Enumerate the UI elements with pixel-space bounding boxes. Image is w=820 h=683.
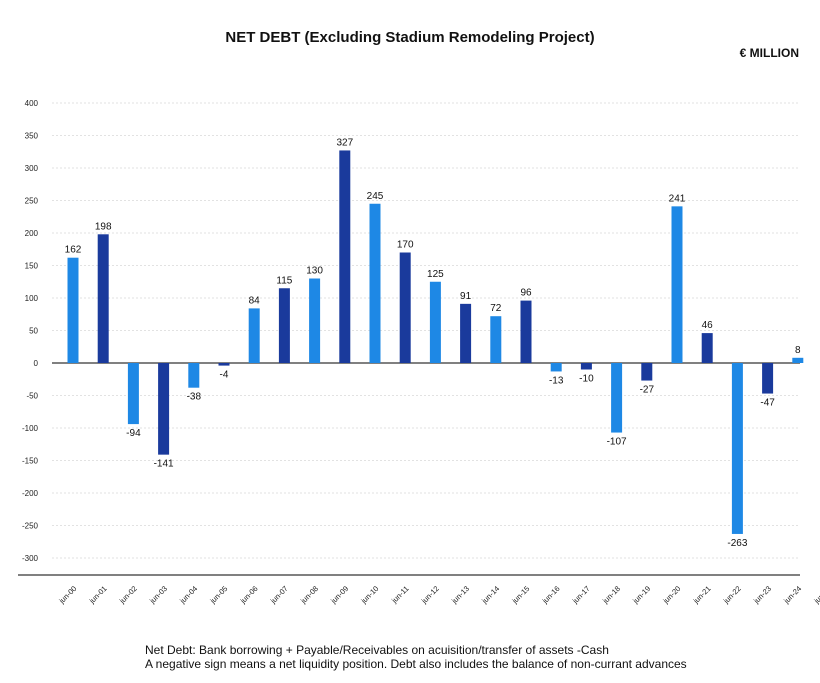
x-tick-label: jun-22 [721,584,743,606]
data-label: 241 [669,193,686,204]
chart-title: NET DEBT (Excluding Stadium Remodeling P… [225,29,595,46]
data-label: -141 [154,459,174,470]
data-label: -10 [579,374,594,385]
x-tick-label: jun-11 [389,584,410,605]
unit-label: € MILLION [739,46,799,60]
data-label: 327 [336,137,353,148]
x-tick-label: jun-19 [630,584,652,606]
data-label: 84 [249,295,261,306]
x-tick-label: jun-18 [600,584,622,606]
data-label: -38 [187,392,202,403]
x-tick-label: jun-04 [177,584,199,606]
bar [127,363,139,425]
bar [611,363,623,433]
x-tick-label: jun-25 [812,584,820,606]
data-label: 72 [490,303,502,314]
bar [158,363,170,455]
data-label: -27 [640,385,655,396]
footnote-definition: Net Debt: Bank borrowing + Payable/Recei… [145,643,609,657]
x-tick-label: jun-03 [147,584,169,606]
bar [792,357,804,363]
bar [701,333,713,363]
x-tick-label: jun-05 [208,584,230,606]
y-tick-label: -200 [22,489,39,498]
y-tick-label: -50 [26,392,38,401]
y-tick-label: 0 [34,359,39,368]
bar [429,281,441,363]
x-tick-label: jun-06 [238,584,260,606]
y-tick-label: -300 [22,554,39,563]
y-tick-label: 400 [25,99,39,108]
bar [399,252,411,363]
data-label: -107 [607,437,627,448]
data-label: 130 [306,266,323,277]
data-label: 8 [795,345,801,356]
data-label: 162 [65,245,82,256]
x-tick-label: jun-21 [691,584,713,606]
data-label: 198 [95,221,112,232]
x-tick-label: jun-02 [117,584,139,606]
x-tick-label: jun-00 [57,584,79,606]
data-label: -94 [126,428,141,439]
bar [188,363,200,388]
y-tick-label: 100 [25,294,39,303]
x-tick-label: jun-13 [449,584,471,606]
y-tick-label: -150 [22,457,39,466]
bar [731,363,743,534]
bar [218,363,230,366]
x-tick-label: jun-23 [751,584,773,606]
bar [550,363,562,372]
x-tick-label: jun-17 [570,584,592,606]
bar [641,363,653,381]
bar [580,363,592,370]
y-tick-label: 150 [25,262,39,271]
x-tick-label: jun-15 [510,584,532,606]
y-tick-label: -100 [22,424,39,433]
x-tick-label: jun-24 [781,584,803,606]
bar [520,300,532,363]
x-tick-label: jun-09 [328,584,350,606]
y-tick-label: -250 [22,522,39,531]
data-label: -13 [549,375,564,386]
bar [460,303,472,363]
x-tick-label: jun-07 [268,584,290,606]
bar [762,363,774,394]
x-tick-label: jun-16 [540,584,562,606]
y-tick-label: 50 [29,327,38,336]
x-tick-label: jun-12 [419,584,441,606]
data-label: 46 [702,320,714,331]
y-tick-label: 200 [25,229,39,238]
y-tick-label: 300 [25,164,39,173]
data-label: 96 [520,288,532,299]
bar [490,316,502,363]
data-label: 91 [460,291,472,302]
data-label: -263 [727,538,747,549]
data-label: -47 [760,398,775,409]
x-tick-label: jun-10 [359,584,381,606]
data-label: 170 [397,240,414,251]
y-tick-label: 250 [25,197,39,206]
bar [339,150,351,363]
bar [97,234,109,363]
data-label: 125 [427,269,444,280]
x-tick-label: jun-08 [298,584,320,606]
data-label: 115 [276,275,292,286]
x-tick-label: jun-14 [479,584,501,606]
bar [248,308,260,363]
bar [309,278,321,363]
footnote-sign-explanation: A negative sign means a net liquidity po… [145,657,687,671]
data-label: 245 [367,191,384,202]
y-tick-label: 350 [25,132,39,141]
bar [67,257,79,363]
bar [278,288,290,363]
data-label: -4 [220,370,229,381]
x-tick-label: jun-01 [87,584,109,606]
x-tick-label: jun-20 [661,584,683,606]
bar [369,203,381,363]
bar [671,206,683,363]
